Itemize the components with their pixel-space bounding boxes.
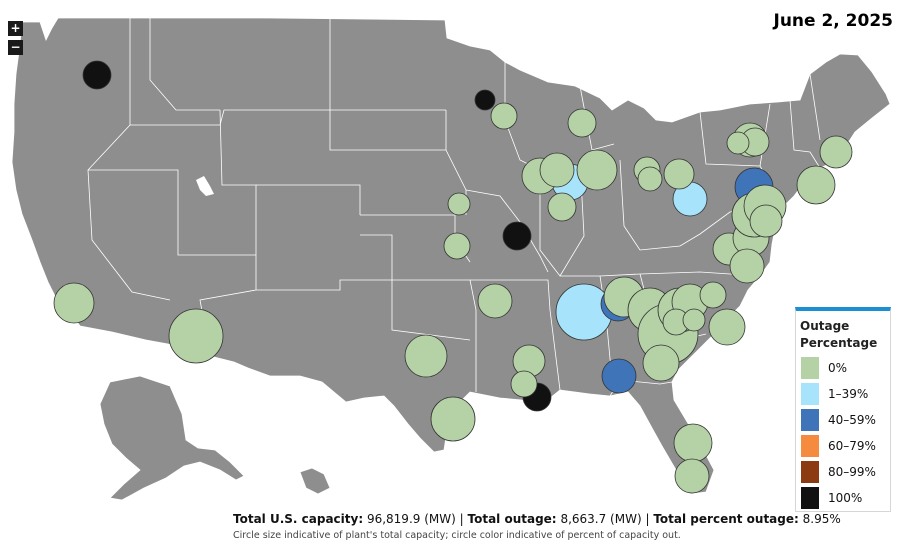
power-plant-marker[interactable] — [642, 344, 680, 382]
power-plant-marker[interactable] — [682, 308, 706, 332]
power-plant-marker[interactable] — [82, 60, 112, 90]
power-plant-marker[interactable] — [547, 192, 577, 222]
footnote: Circle size indicative of plant's total … — [233, 530, 681, 541]
legend-item: 80–99% — [801, 461, 889, 483]
power-plant-marker[interactable] — [443, 232, 471, 260]
legend-swatch — [801, 357, 819, 379]
legend-label: 100% — [828, 491, 863, 505]
legend-label: 40–59% — [828, 413, 876, 427]
legend-swatch — [801, 461, 819, 483]
legend-label: 0% — [828, 361, 848, 375]
great-salt-lake — [196, 176, 214, 196]
date-label: June 2, 2025 — [773, 11, 894, 31]
power-plant-marker[interactable] — [819, 135, 853, 169]
power-plant-marker[interactable] — [567, 108, 597, 138]
legend-swatch — [801, 409, 819, 431]
alaska-shape — [99, 375, 245, 501]
power-plant-marker[interactable] — [510, 370, 538, 398]
separator: | — [459, 512, 464, 526]
power-plant-marker[interactable] — [477, 283, 513, 319]
legend-label: 1–39% — [828, 387, 869, 401]
zoom-out-button[interactable]: − — [8, 40, 23, 55]
legend-item: 40–59% — [801, 409, 889, 431]
legend-label: 80–99% — [828, 465, 876, 479]
power-plant-marker[interactable] — [729, 248, 765, 284]
percent-outage-label: Total percent outage: — [653, 512, 799, 526]
separator: | — [645, 512, 650, 526]
power-plant-marker[interactable] — [674, 458, 710, 494]
legend-item: 60–79% — [801, 435, 889, 457]
outage-label: Total outage: — [467, 512, 557, 526]
outage-value: 8,663.7 (MW) — [560, 512, 642, 526]
power-plant-marker[interactable] — [663, 158, 695, 190]
power-plant-marker[interactable] — [749, 204, 783, 238]
power-plant-marker[interactable] — [404, 334, 448, 378]
power-plant-marker[interactable] — [576, 149, 618, 191]
legend-title: Outage Percentage — [800, 319, 878, 350]
power-plant-marker[interactable] — [637, 166, 663, 192]
legend-swatch — [801, 487, 819, 509]
legend: Outage Percentage 0% 1–39% 40–59% 60–79%… — [795, 307, 891, 512]
power-plant-marker[interactable] — [601, 358, 637, 394]
capacity-summary: Total U.S. capacity: 96,819.9 (MW) | Tot… — [233, 512, 841, 526]
power-plant-marker[interactable] — [430, 396, 476, 442]
power-plant-markers[interactable] — [53, 60, 853, 494]
legend-item: 100% — [801, 487, 889, 509]
capacity-label: Total U.S. capacity: — [233, 512, 364, 526]
legend-swatch — [801, 383, 819, 405]
capacity-value: 96,819.9 (MW) — [366, 512, 456, 526]
power-plant-marker[interactable] — [502, 221, 532, 251]
zoom-in-button[interactable]: + — [8, 21, 23, 36]
power-plant-marker[interactable] — [490, 102, 518, 130]
power-plant-marker[interactable] — [708, 308, 746, 346]
legend-label: 60–79% — [828, 439, 876, 453]
power-plant-marker[interactable] — [447, 192, 471, 216]
power-plant-marker[interactable] — [673, 423, 713, 463]
power-plant-marker[interactable] — [796, 165, 836, 205]
legend-swatch — [801, 435, 819, 457]
power-plant-marker[interactable] — [474, 89, 496, 111]
legend-item: 1–39% — [801, 383, 889, 405]
power-plant-marker[interactable] — [53, 282, 95, 324]
power-plant-marker[interactable] — [699, 281, 727, 309]
power-plant-marker[interactable] — [539, 152, 575, 188]
power-plant-marker[interactable] — [168, 308, 224, 364]
power-plant-marker[interactable] — [726, 131, 750, 155]
legend-item: 0% — [801, 357, 889, 379]
hawaii-shape — [299, 467, 331, 495]
percent-outage-value: 8.95% — [802, 512, 841, 526]
